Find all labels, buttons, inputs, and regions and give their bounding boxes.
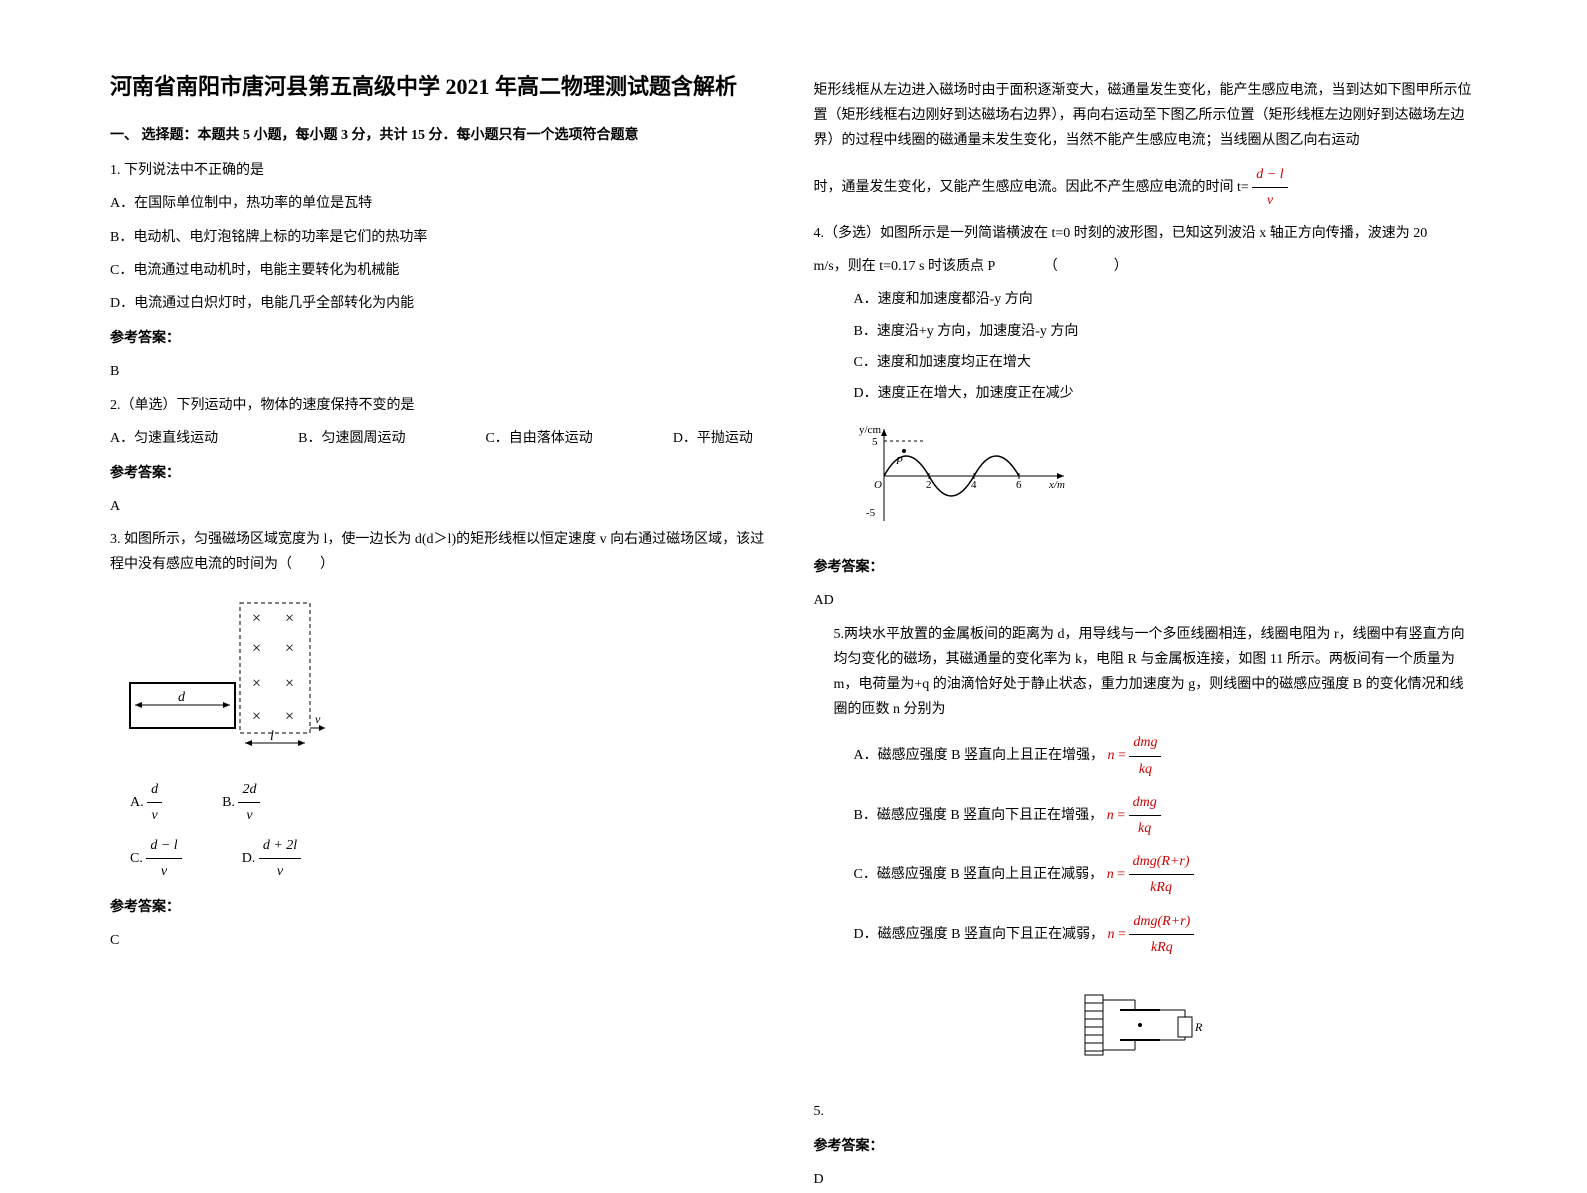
right-column: 矩形线框从左边进入磁场时由于面积逐渐变大，磁通量发生变化，能产生感应电流，当到达… [794, 70, 1498, 1052]
q1-option-a: A．在国际单位制中，热功率的单位是瓦特 [110, 191, 774, 216]
q4-stem: 4.（多选）如图所示是一列简谐横波在 t=0 时刻的波形图，已知这列波沿 x 轴… [814, 221, 1478, 246]
svg-text:×: × [285, 640, 294, 657]
q3-option-d: D. d + 2lv [242, 833, 301, 884]
q5-option-b: B．磁感应强度 B 竖直向下且正在增强， n = dmgkq [854, 790, 1478, 841]
q3-option-a: A. dv [130, 777, 162, 828]
svg-text:5: 5 [872, 436, 878, 448]
q4-option-a: A．速度和加速度都沿-y 方向 [854, 287, 1478, 312]
svg-text:l: l [270, 729, 274, 744]
q5-option-d: D．磁感应强度 B 竖直向下且正在减弱， n = dmg(R+r)kRq [854, 909, 1478, 960]
q2-answer-label: 参考答案： [110, 461, 774, 486]
q5-formula-b: n = dmgkq [1107, 790, 1161, 841]
svg-text:×: × [252, 610, 261, 627]
q2-answer: A [110, 494, 774, 519]
svg-text:×: × [252, 708, 261, 725]
q1-answer-label: 参考答案： [110, 326, 774, 351]
q2-option-c: C．自由落体运动 [485, 426, 592, 451]
q3-explain-formula: d − lv [1252, 162, 1287, 213]
q4-stem2: m/s，则在 t=0.17 s 时该质点 P （ ） [814, 254, 1478, 279]
q5-answer-label: 参考答案： [814, 1134, 1478, 1159]
q3-stem: 3. 如图所示，匀强磁场区域宽度为 l，使一边长为 d(d＞l)的矩形线框以恒定… [110, 527, 774, 577]
q5-number: 5. [814, 1099, 1478, 1124]
svg-text:P: P [895, 455, 903, 467]
svg-text:x/m: x/m [1048, 479, 1065, 491]
q3-figure: × × × × × × × × d l v [110, 593, 774, 762]
q3-options-row1: A. dv B. 2dv [130, 777, 774, 828]
svg-text:×: × [285, 675, 294, 692]
q4-figure: y/cm 5 -5 O 2 4 6 x/m P [854, 421, 1478, 540]
q3-explain-2: 时，通量发生变化，又能产生感应电流。因此不产生感应电流的时间 t= d − lv [814, 162, 1478, 213]
svg-text:×: × [285, 708, 294, 725]
q5-formula-c: n = dmg(R+r)kRq [1107, 849, 1194, 900]
svg-text:×: × [285, 610, 294, 627]
q5-formula-d: n = dmg(R+r)kRq [1107, 909, 1194, 960]
q4-answer: AD [814, 588, 1478, 613]
q2-option-a: A．匀速直线运动 [110, 426, 218, 451]
svg-text:-5: -5 [866, 507, 876, 519]
q5-formula-a: n = dmgkq [1107, 730, 1161, 781]
svg-text:d: d [178, 690, 186, 705]
svg-text:×: × [252, 675, 261, 692]
q4-answer-label: 参考答案： [814, 555, 1478, 580]
q4-option-d: D．速度正在增大，加速度正在减少 [854, 381, 1478, 406]
q1-stem: 1. 下列说法中不正确的是 [110, 158, 774, 183]
q1-option-b: B．电动机、电灯泡铭牌上标的功率是它们的热功率 [110, 225, 774, 250]
q3-answer: C [110, 928, 774, 953]
q1-answer: B [110, 359, 774, 384]
left-column: 河南省南阳市唐河县第五高级中学 2021 年高二物理测试题含解析 一、 选择题：… [90, 70, 794, 1052]
q3-option-b: B. 2dv [222, 777, 260, 828]
section-header: 一、 选择题：本题共 5 小题，每小题 3 分，共计 15 分．每小题只有一个选… [110, 123, 774, 148]
document-title: 河南省南阳市唐河县第五高级中学 2021 年高二物理测试题含解析 [110, 70, 774, 103]
q5-option-c: C．磁感应强度 B 竖直向上且正在减弱， n = dmg(R+r)kRq [854, 849, 1478, 900]
q4-option-c: C．速度和加速度均正在增大 [854, 350, 1478, 375]
q5-option-a: A．磁感应强度 B 竖直向上且正在增强， n = dmgkq [854, 730, 1478, 781]
q2-stem: 2.（单选）下列运动中，物体的速度保持不变的是 [110, 393, 774, 418]
q4-option-b: B．速度沿+y 方向，加速度沿-y 方向 [854, 319, 1478, 344]
svg-text:y/cm: y/cm [859, 424, 881, 436]
svg-text:×: × [252, 640, 261, 657]
q2-option-d: D．平抛运动 [673, 426, 753, 451]
svg-text:v: v [315, 712, 321, 726]
q2-option-b: B．匀速圆周运动 [298, 426, 405, 451]
q5-stem: 5.两块水平放置的金属板间的距离为 d，用导线与一个多匝线圈相连，线圈电阻为 r… [834, 622, 1478, 723]
q3-option-c: C. d − lv [130, 833, 182, 884]
svg-text:4: 4 [971, 479, 977, 491]
q3-answer-label: 参考答案： [110, 895, 774, 920]
svg-text:O: O [874, 479, 882, 491]
svg-text:6: 6 [1016, 479, 1022, 491]
q1-option-d: D．电流通过白炽灯时，电能几乎全部转化为内能 [110, 291, 774, 316]
q3-options-row2: C. d − lv D. d + 2lv [130, 833, 774, 884]
q5-answer: D [814, 1167, 1478, 1192]
q5-figure: R [814, 975, 1478, 1084]
q2-options: A．匀速直线运动 B．匀速圆周运动 C．自由落体运动 D．平抛运动 [110, 426, 774, 451]
q1-option-c: C．电流通过电动机时，电能主要转化为机械能 [110, 258, 774, 283]
svg-text:R: R [1194, 1020, 1203, 1034]
svg-text:2: 2 [926, 479, 932, 491]
q3-explain-1: 矩形线框从左边进入磁场时由于面积逐渐变大，磁通量发生变化，能产生感应电流，当到达… [814, 78, 1478, 154]
